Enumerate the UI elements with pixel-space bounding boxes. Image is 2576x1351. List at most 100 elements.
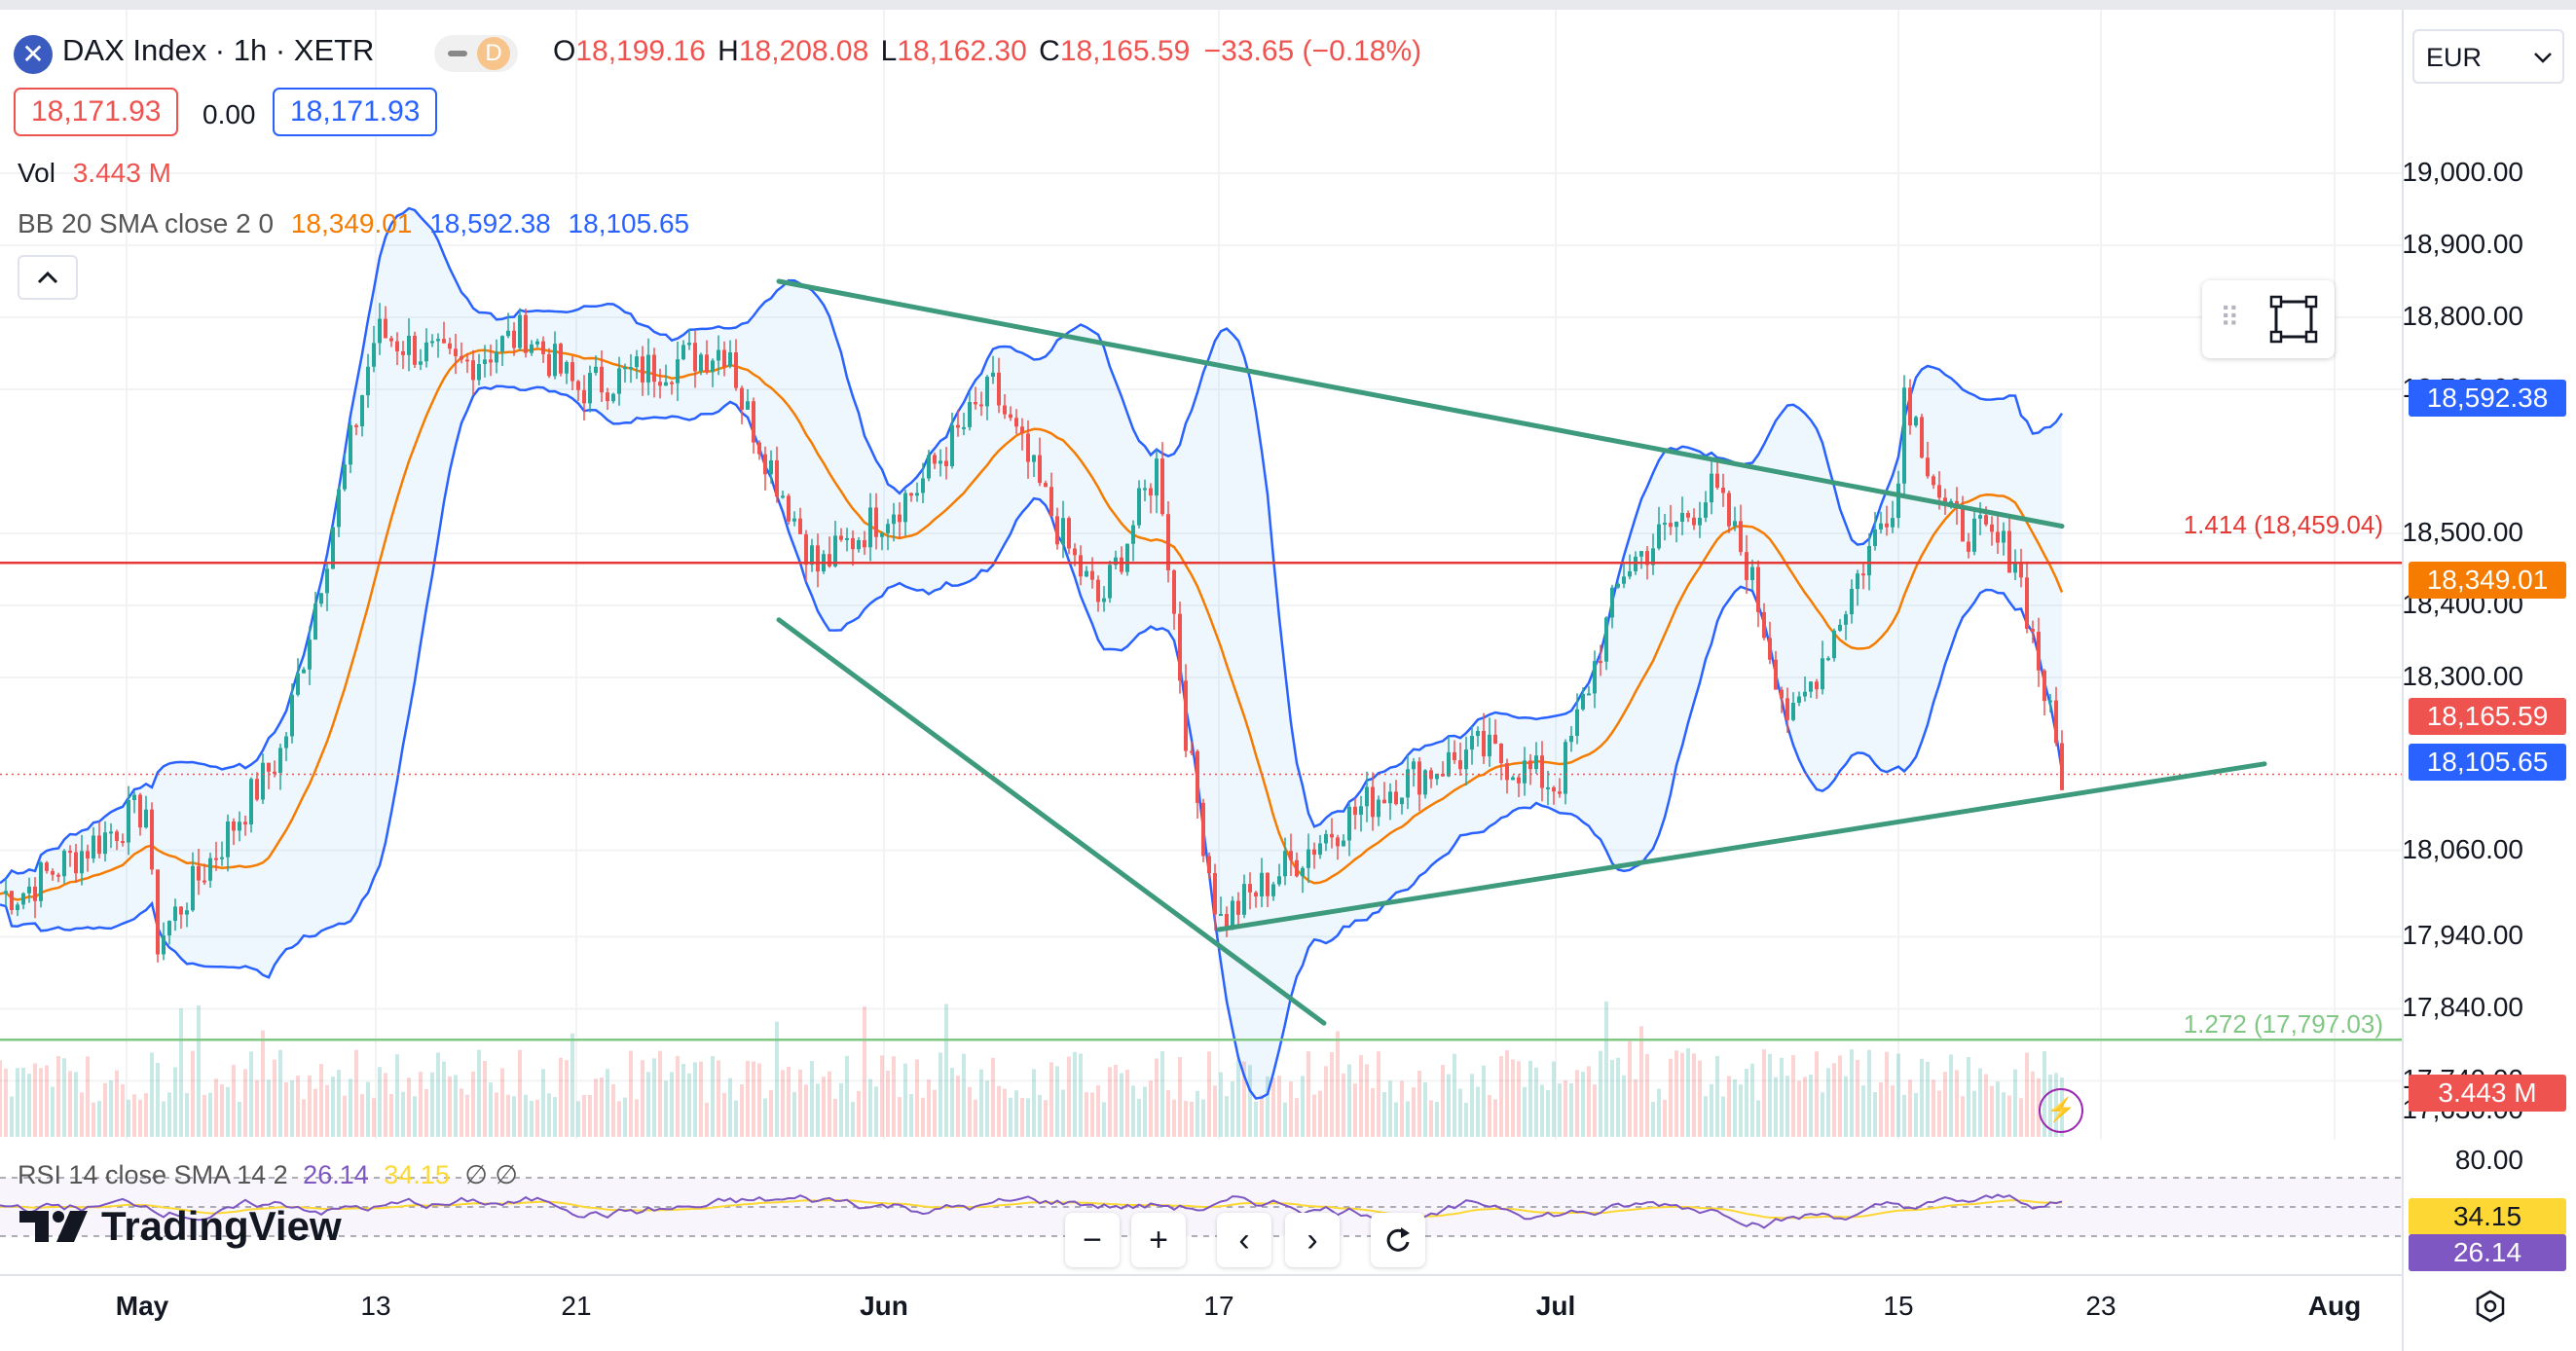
candle-body <box>1277 876 1281 885</box>
volume-bar <box>1061 1089 1065 1137</box>
candle-body <box>1026 433 1030 462</box>
volume-bar <box>1365 1064 1369 1137</box>
volume-bar <box>325 1084 329 1137</box>
reset-chart-button[interactable] <box>1371 1213 1425 1267</box>
volume-bar <box>594 1078 598 1137</box>
candle-body <box>150 809 154 870</box>
candle-body <box>331 527 335 569</box>
chevron-up-icon <box>37 271 58 284</box>
volume-bar <box>1902 1094 1906 1137</box>
candle-body <box>1190 750 1194 753</box>
volume-bar <box>1201 1099 1205 1137</box>
candle-body <box>1231 900 1234 928</box>
volume-bar <box>711 1056 715 1137</box>
candle-body <box>313 603 317 640</box>
candle-body <box>903 493 907 523</box>
volume-bar <box>623 1097 627 1137</box>
candle-body <box>1453 751 1456 761</box>
candle-body <box>407 335 411 355</box>
volume-bar <box>1932 1079 1935 1137</box>
candle-body <box>956 424 960 428</box>
candle-body <box>1669 523 1673 528</box>
candle-body <box>962 426 966 429</box>
volume-bar <box>1388 1080 1392 1137</box>
candle-body <box>1861 573 1865 576</box>
candle-body <box>1914 417 1918 426</box>
bb-legend[interactable]: BB 20 SMA close 2 0 18,349.01 18,592.38 … <box>18 208 689 239</box>
candle-body <box>740 387 744 410</box>
symbol-title[interactable]: DAX Index · 1h · XETR <box>62 33 375 67</box>
volume-bar <box>1412 1087 1416 1137</box>
volume-bar <box>938 1052 942 1137</box>
volume-bar <box>1896 1053 1900 1137</box>
volume-bar <box>372 1098 376 1137</box>
candle-body <box>1371 786 1375 818</box>
candle-body <box>1336 837 1340 847</box>
candle-body <box>1552 786 1556 792</box>
candle-body <box>816 545 820 572</box>
candle-body <box>1149 488 1153 496</box>
volume-bar <box>1768 1053 1772 1137</box>
candle-body <box>121 841 125 844</box>
candle-body <box>179 906 183 915</box>
volume-bar <box>284 1081 288 1137</box>
zoom-in-button[interactable]: + <box>1131 1213 1186 1267</box>
volume-bar <box>471 1071 475 1137</box>
candle-body <box>1750 566 1754 580</box>
volume-bar <box>1453 1053 1456 1137</box>
volume-bar <box>308 1075 312 1137</box>
volume-bar <box>51 1086 55 1137</box>
scroll-right-button[interactable]: › <box>1285 1213 1340 1267</box>
candle-body <box>1780 689 1784 699</box>
rsi-label: RSI 14 close SMA 14 2 <box>18 1160 288 1189</box>
candle-body <box>1891 518 1895 528</box>
scroll-left-button[interactable]: ‹ <box>1217 1213 1271 1267</box>
chevron-down-icon <box>2534 53 2552 63</box>
volume-bar <box>465 1094 469 1137</box>
volume-bar <box>1558 1083 1562 1137</box>
rsi-extra: ∅ ∅ <box>464 1160 518 1189</box>
buy-button[interactable]: 18,171.93 <box>273 88 438 136</box>
rectangle-tool-icon[interactable] <box>2268 294 2319 345</box>
sell-button[interactable]: 18,171.93 <box>14 88 179 136</box>
symbol-logo-icon[interactable]: ✕ <box>14 35 53 74</box>
candle-body <box>1032 455 1036 462</box>
volume-bar <box>1108 1067 1112 1137</box>
volume-bar <box>1038 1094 1042 1137</box>
volume-bar <box>1873 1092 1877 1137</box>
candle-body <box>898 514 902 523</box>
candle-body <box>1271 884 1275 896</box>
candle-body <box>325 568 329 594</box>
volume-bar <box>500 1068 504 1137</box>
lightning-icon[interactable]: ⚡ <box>2039 1088 2083 1133</box>
volume-bar <box>1283 1102 1287 1137</box>
candle-body <box>1412 761 1416 770</box>
collapse-legend-button[interactable] <box>18 255 78 300</box>
candle-body <box>471 360 475 381</box>
candle-body <box>1564 742 1567 794</box>
volume-bar <box>617 1101 621 1137</box>
volume-bars <box>0 1001 2064 1137</box>
drawing-toolbar[interactable]: ⠿ <box>2202 280 2335 358</box>
candle-body <box>1295 859 1299 877</box>
candle-body <box>752 401 755 443</box>
volume-bar <box>909 1094 913 1137</box>
volume-bar <box>1160 1051 1164 1137</box>
bb-basis-line <box>0 347 2064 901</box>
zoom-out-button[interactable]: − <box>1065 1213 1120 1267</box>
candle-body <box>1645 551 1649 566</box>
volume-bar <box>261 1030 265 1137</box>
session-toggle[interactable]: D <box>434 35 518 72</box>
candle-body <box>430 341 434 344</box>
drag-handle-icon[interactable]: ⠿ <box>2220 303 2240 333</box>
volume-bar <box>810 1061 814 1137</box>
trendline <box>776 278 2065 529</box>
rsi-legend[interactable]: RSI 14 close SMA 14 2 26.14 34.15 ∅ ∅ <box>18 1160 518 1190</box>
volume-bar <box>974 1099 977 1137</box>
settings-icon[interactable] <box>2473 1289 2508 1324</box>
volume-bar <box>1575 1070 1579 1137</box>
candle-body <box>2054 700 2058 744</box>
currency-select[interactable]: EUR <box>2412 29 2564 84</box>
candle-body <box>1306 849 1310 868</box>
